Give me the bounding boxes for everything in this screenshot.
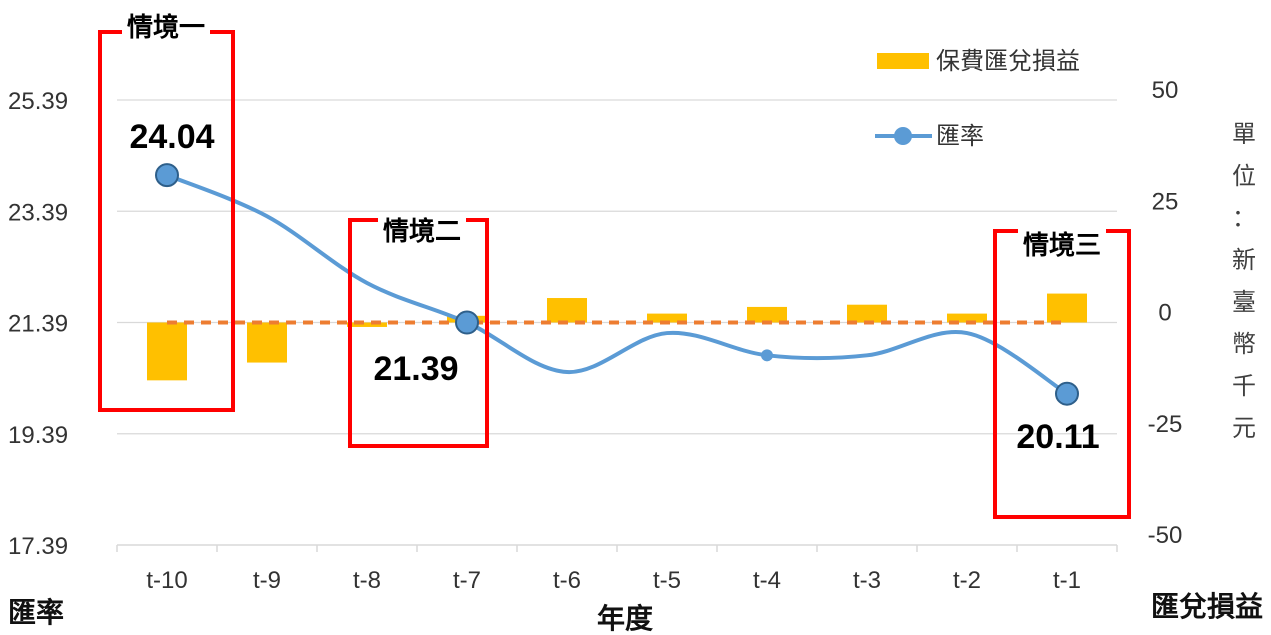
unit-char: 千 <box>1232 373 1256 400</box>
x-tick-label: t-3 <box>853 567 881 594</box>
x-tick-label: t-9 <box>253 567 281 594</box>
x-tick-label: t-2 <box>953 567 981 594</box>
x-tick-label: t-10 <box>146 567 187 594</box>
gridlines <box>117 99 1117 435</box>
legend-label-line: 匯率 <box>936 123 984 150</box>
scenario-label: 情境三 <box>1023 230 1101 260</box>
x-tick-label: t-8 <box>353 567 381 594</box>
line-series <box>155 163 1079 406</box>
scenario-box <box>98 30 235 412</box>
right-axis-title: 匯兌損益 <box>1151 591 1263 622</box>
unit-char: 元 <box>1232 415 1256 442</box>
bar <box>647 313 687 323</box>
line-path <box>166 173 1069 396</box>
bar <box>547 298 587 323</box>
bar <box>247 322 287 363</box>
bar <box>1047 293 1087 323</box>
scenario-value: 24.04 <box>129 118 214 156</box>
left-tick-label: 23.39 <box>8 199 68 226</box>
unit-char: 位 <box>1232 163 1256 190</box>
scenario-label: 情境一 <box>127 12 205 42</box>
scenario-value: 20.11 <box>1016 418 1099 456</box>
axis-titles: 匯率 年度 匯兌損益 <box>8 591 1263 634</box>
scenario-annotations: 情境一 24.04 情境二 21.39 情境三 20.11 <box>98 12 1131 519</box>
unit-char: 臺 <box>1232 289 1256 316</box>
left-tick-label: 25.39 <box>8 88 68 115</box>
line-marker <box>455 310 479 335</box>
bar <box>947 313 987 323</box>
legend-label-bar: 保費匯兌損益 <box>936 48 1080 75</box>
left-axis-title: 匯率 <box>8 596 64 628</box>
line-marker <box>761 349 773 362</box>
right-tick-label: 50 <box>1152 77 1179 104</box>
x-tick-label: t-4 <box>753 567 781 594</box>
bar <box>747 306 787 323</box>
left-tick-label: 17.39 <box>8 533 68 560</box>
right-axis: -50 -25 0 25 50 <box>1148 77 1183 549</box>
legend-swatch-bar <box>877 53 929 69</box>
x-tick-label: t-1 <box>1053 567 1081 594</box>
right-tick-label: 25 <box>1152 188 1179 215</box>
unit-char: 新 <box>1232 247 1256 274</box>
scenario-label: 情境二 <box>383 216 461 246</box>
scenario-box <box>993 229 1131 519</box>
x-axis-title: 年度 <box>597 602 653 634</box>
right-tick-label: 0 <box>1158 300 1171 327</box>
bar <box>847 304 887 323</box>
left-tick-label: 21.39 <box>8 311 68 338</box>
x-tick-label: t-7 <box>453 567 481 594</box>
x-axis: t-10 t-9 t-8 t-7 t-6 t-5 t-4 t-3 t-2 t-1 <box>116 544 1118 594</box>
bar-series <box>147 293 1087 381</box>
legend-swatch-marker <box>894 127 912 145</box>
x-tick-label: t-5 <box>653 567 681 594</box>
scenario-value: 21.39 <box>373 350 458 388</box>
unit-char: 幣 <box>1232 331 1256 358</box>
x-tick-label: t-6 <box>553 567 581 594</box>
bar <box>147 322 187 381</box>
left-axis: 17.39 19.39 21.39 23.39 25.39 <box>8 88 68 560</box>
right-tick-label: -25 <box>1148 411 1183 438</box>
line-marker <box>155 163 179 188</box>
unit-char: 單 <box>1232 121 1256 148</box>
unit-char: ： <box>1232 205 1256 232</box>
right-tick-label: -50 <box>1148 522 1183 549</box>
bar <box>347 322 387 327</box>
line-marker <box>1055 381 1079 406</box>
left-tick-label: 19.39 <box>8 422 68 449</box>
scenario-box <box>348 218 489 448</box>
